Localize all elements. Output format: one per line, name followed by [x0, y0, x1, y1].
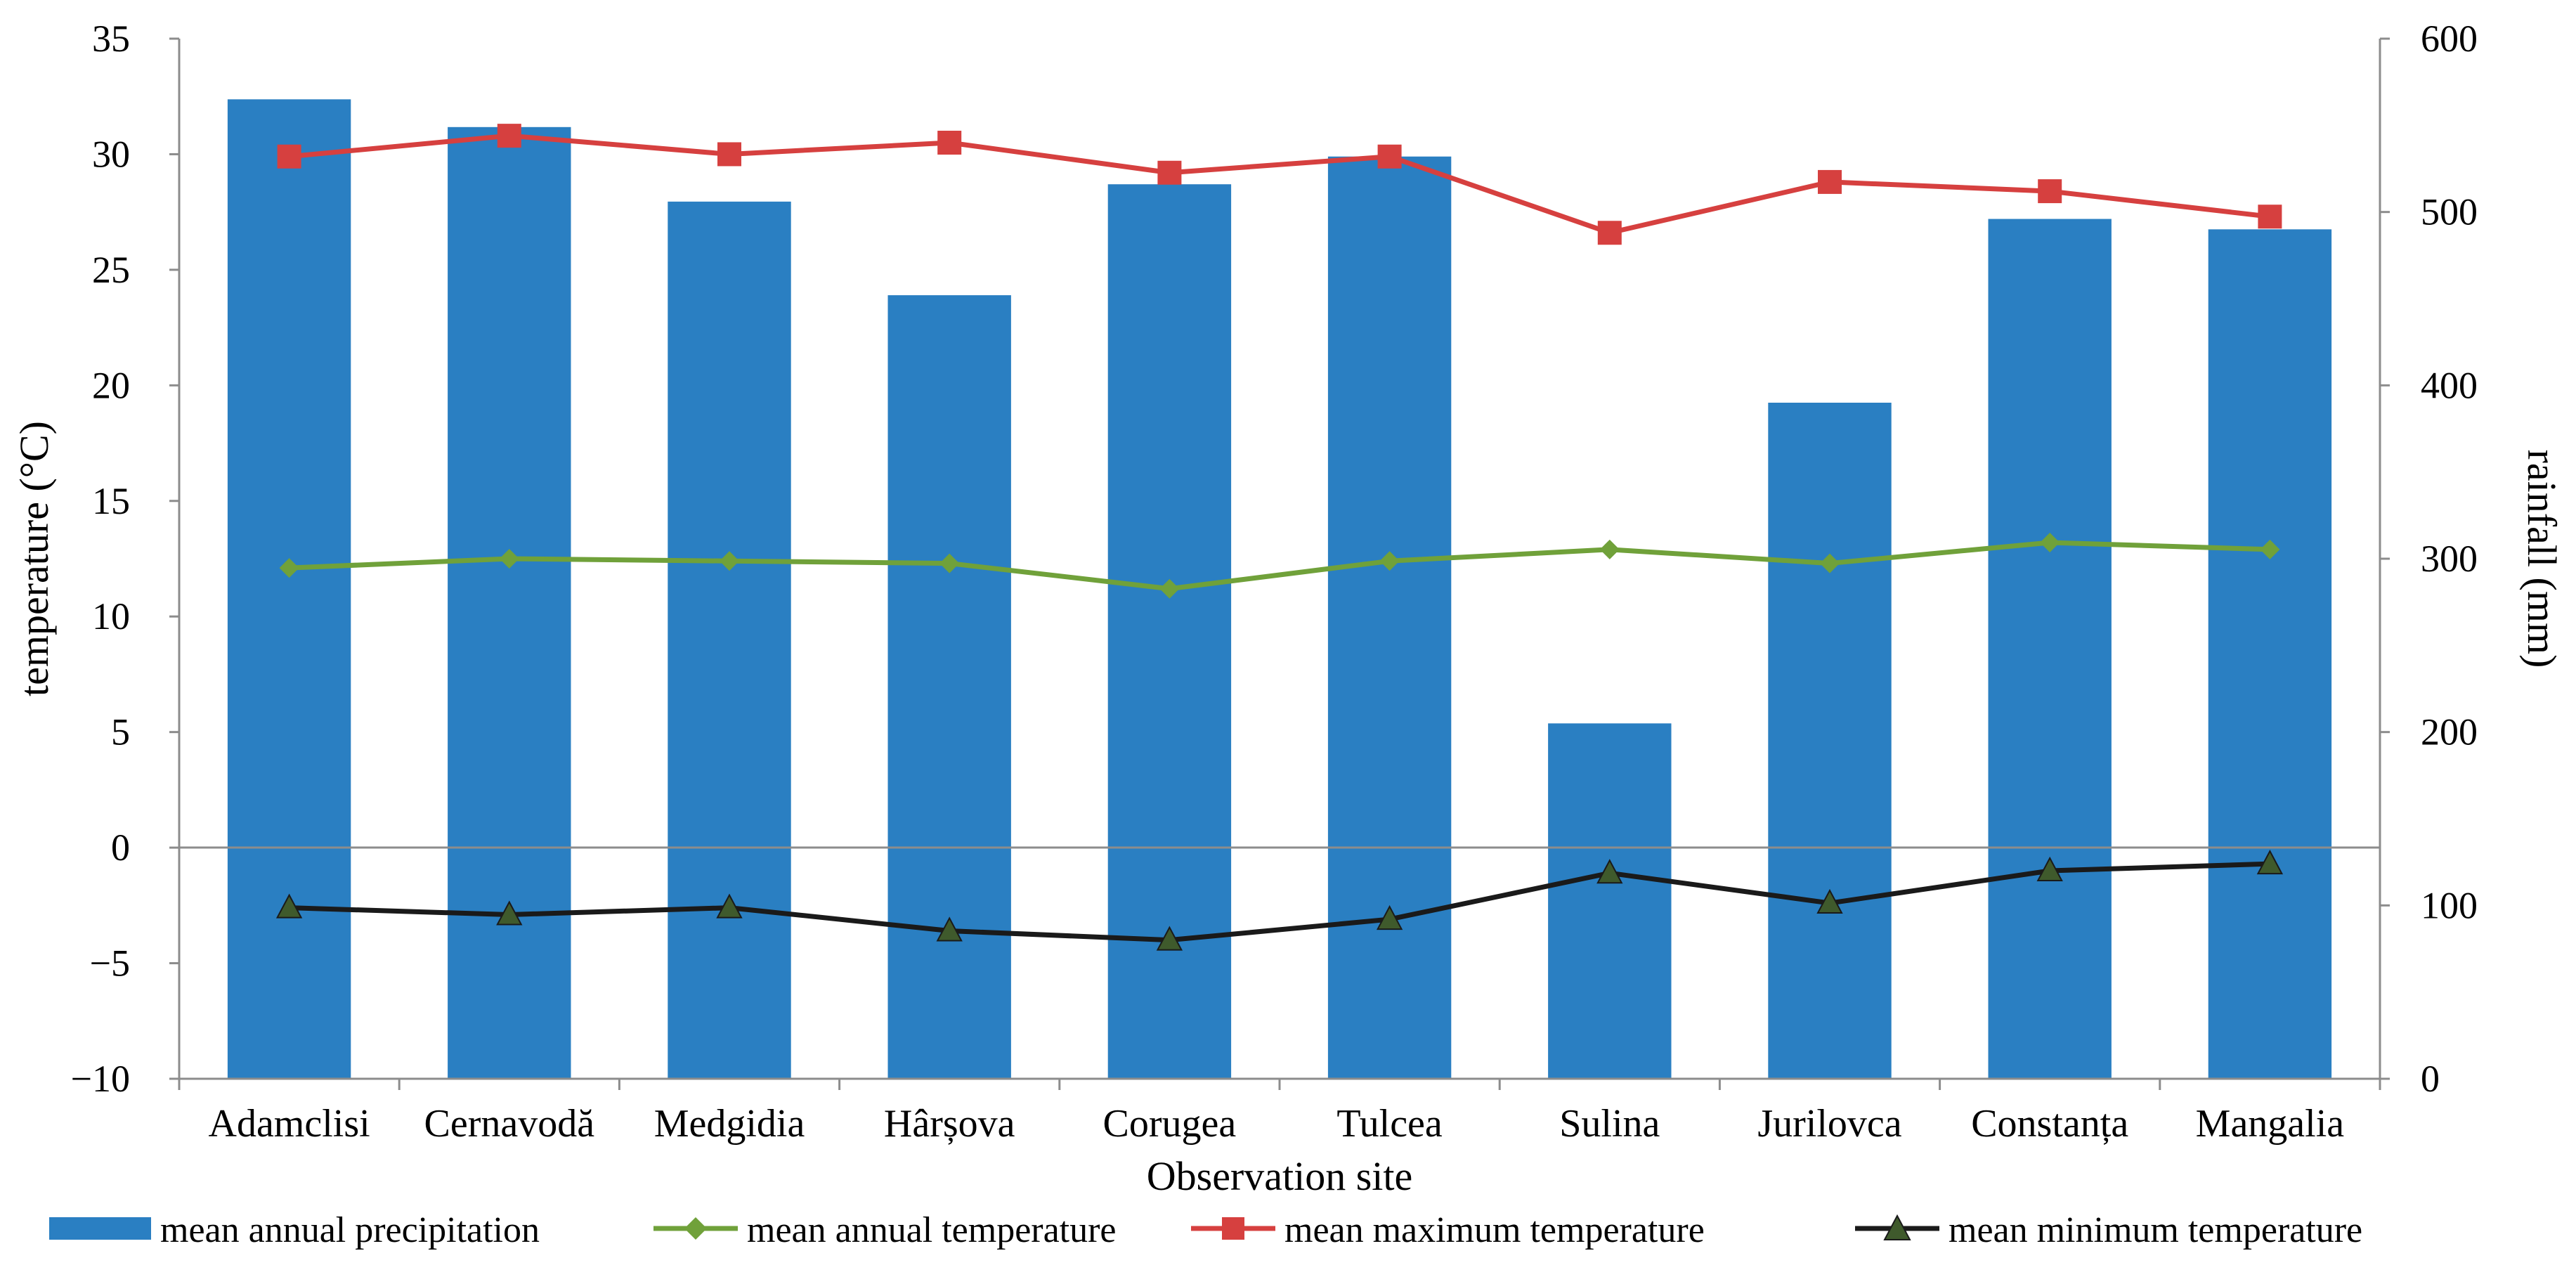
point-annual-temperature	[2260, 539, 2280, 559]
point-maximum-temperature	[1597, 221, 1622, 245]
point-annual-temperature	[720, 551, 739, 571]
left-tick-label: −5	[90, 942, 130, 985]
right-tick-label: 0	[2421, 1058, 2440, 1100]
series-line-triangle	[289, 861, 2270, 943]
point-annual-temperature	[1599, 539, 1620, 559]
x-category-label: Corugea	[1103, 1102, 1237, 1146]
point-minimum-temperature	[2256, 849, 2284, 875]
x-category-label: Medgidia	[654, 1102, 805, 1146]
point-annual-temperature	[2040, 532, 2060, 552]
bar-precipitation	[1327, 156, 1452, 1079]
point-annual-temperature	[939, 553, 960, 573]
legend-marker-maximum	[1222, 1217, 1244, 1240]
legend-label-annual: mean annual temperature	[747, 1210, 1117, 1250]
point-maximum-temperature	[497, 124, 521, 148]
x-category-label: Constanța	[1971, 1102, 2128, 1146]
x-category-label: Sulina	[1559, 1102, 1660, 1146]
right-tick-label: 100	[2421, 884, 2478, 926]
ticks-layer: −10 −5 0 5 10 15 20 25 30 35 0 100 200 300 400 500 600 Ad…	[71, 18, 2478, 1146]
point-minimum-temperature	[1376, 904, 1403, 930]
point-maximum-temperature	[717, 142, 741, 167]
x-category-label: Jurilovca	[1757, 1102, 1901, 1146]
left-tick-label: 20	[92, 364, 130, 406]
point-minimum-temperature	[1596, 859, 1623, 884]
bar-precipitation	[1768, 403, 1892, 1079]
left-tick-label: 15	[92, 480, 130, 522]
left-tick-label: 5	[111, 711, 130, 753]
lines-layer	[275, 124, 2284, 951]
left-tick-label: 0	[111, 826, 130, 869]
point-maximum-temperature	[1377, 144, 1402, 169]
point-minimum-temperature	[2036, 856, 2063, 881]
point-maximum-temperature	[277, 144, 301, 169]
point-maximum-temperature	[937, 131, 962, 155]
right-tick-label: 400	[2421, 364, 2478, 406]
point-annual-temperature	[499, 549, 519, 569]
point-minimum-temperature	[1156, 926, 1183, 951]
left-tick-label: 30	[92, 133, 130, 175]
right-tick-label: 300	[2421, 538, 2478, 580]
point-maximum-temperature	[2038, 179, 2062, 204]
point-maximum-temperature	[2258, 205, 2282, 229]
series-line-square	[289, 133, 2270, 235]
x-category-label: Cernavodă	[424, 1102, 595, 1146]
bar-precipitation	[668, 201, 791, 1079]
right-axis-title: rainfall (mm)	[2519, 450, 2565, 668]
x-axis-title: Observation site	[1147, 1153, 1413, 1199]
point-minimum-temperature	[716, 893, 743, 919]
bar-precipitation	[1548, 723, 1672, 1079]
legend: mean annual precipitation mean annual te…	[49, 1210, 2362, 1250]
legend-swatch-precipitation	[49, 1217, 151, 1240]
x-category-label: Hârșova	[884, 1102, 1015, 1146]
bar-precipitation	[1988, 219, 2112, 1079]
series-line-diamond	[289, 540, 2270, 592]
x-category-label: Tulcea	[1336, 1102, 1443, 1146]
right-tick-label: 500	[2421, 191, 2478, 233]
bar-precipitation	[448, 126, 571, 1079]
point-minimum-temperature	[275, 893, 303, 919]
legend-label-maximum: mean maximum temperature	[1284, 1210, 1705, 1250]
left-tick-label: −10	[71, 1058, 130, 1100]
point-annual-temperature	[1159, 578, 1180, 599]
point-annual-temperature	[1379, 551, 1400, 571]
x-category-label: Mangalia	[2196, 1102, 2345, 1146]
point-maximum-temperature	[1818, 169, 1842, 194]
left-tick-label: 25	[92, 249, 130, 291]
point-minimum-temperature	[936, 916, 963, 942]
left-tick-label: 10	[92, 595, 130, 637]
left-axis-title: temperature (°C)	[11, 421, 57, 696]
left-tick-label: 35	[92, 18, 130, 60]
point-annual-temperature	[279, 558, 299, 578]
bar-precipitation	[2208, 229, 2332, 1079]
point-minimum-temperature	[496, 900, 523, 926]
bar-precipitation	[227, 99, 351, 1079]
legend-marker-minimum	[1883, 1214, 1911, 1240]
point-minimum-temperature	[1816, 888, 1843, 914]
x-category-label: Adamclisi	[209, 1102, 370, 1146]
right-tick-label: 600	[2421, 18, 2478, 60]
point-annual-temperature	[1820, 553, 1840, 573]
legend-marker-annual	[684, 1217, 707, 1240]
legend-label-precipitation: mean annual precipitation	[160, 1210, 540, 1250]
bar-precipitation	[887, 295, 1011, 1079]
legend-label-minimum: mean minimum temperature	[1949, 1210, 2362, 1250]
right-tick-label: 200	[2421, 711, 2478, 753]
point-maximum-temperature	[1157, 160, 1182, 185]
